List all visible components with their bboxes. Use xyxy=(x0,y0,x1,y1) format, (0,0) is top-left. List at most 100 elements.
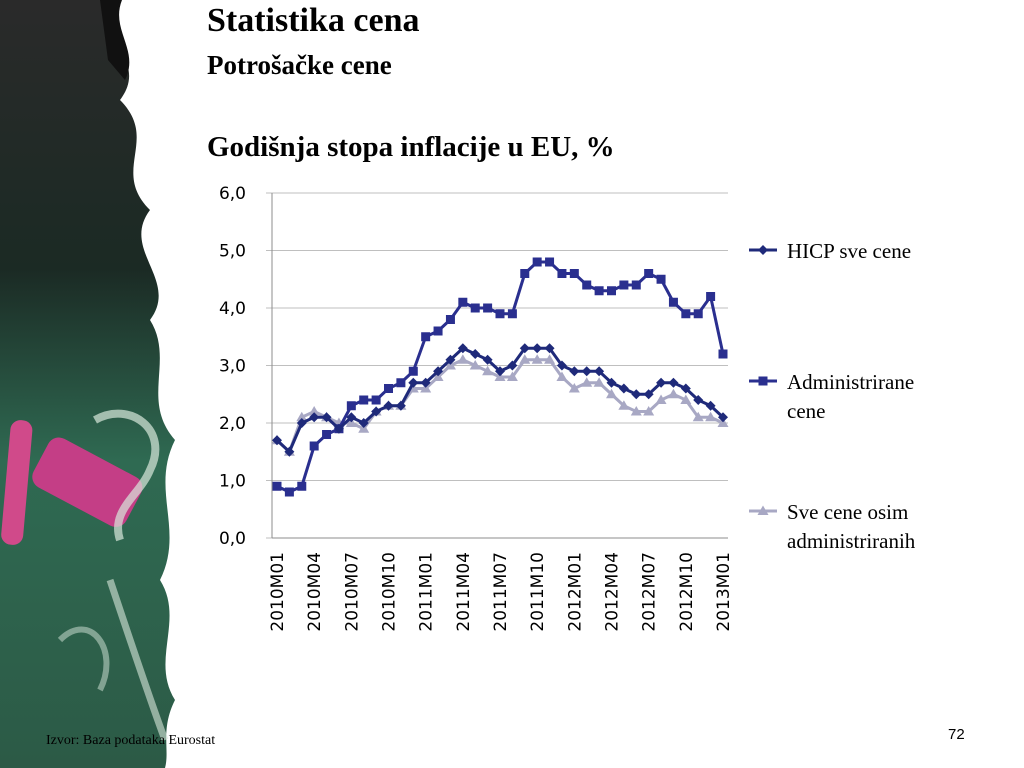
x-tick-label: 2012M04 xyxy=(603,552,623,632)
x-tick-label: 2011M10 xyxy=(528,552,548,632)
series-point-triangle xyxy=(593,377,605,387)
series-point-triangle xyxy=(556,371,568,381)
x-tick-label: 2012M07 xyxy=(640,552,660,632)
x-tick-label: 2013M01 xyxy=(714,552,734,632)
series-point-square xyxy=(644,269,654,278)
x-tick-label: 2011M04 xyxy=(454,552,474,632)
series-point-triangle xyxy=(506,371,518,381)
series-point-diamond xyxy=(594,366,605,377)
series-point-triangle xyxy=(643,406,655,416)
source-note: Izvor: Baza podataka Eurostat xyxy=(46,733,216,748)
series-point-square xyxy=(272,481,282,491)
series-point-triangle xyxy=(519,354,531,364)
series-point-square xyxy=(371,395,381,405)
series-point-triangle xyxy=(680,394,692,404)
x-tick-label: 2011M01 xyxy=(417,552,437,632)
series-point-square xyxy=(396,378,406,388)
series-point-triangle xyxy=(482,365,494,376)
x-tick-label: 2010M01 xyxy=(268,552,288,632)
series-point-diamond xyxy=(631,389,642,400)
series-point-square xyxy=(520,269,530,278)
series-point-square xyxy=(507,309,517,319)
series-point-diamond xyxy=(272,435,282,446)
series-point-square xyxy=(445,315,455,324)
series-point-square xyxy=(693,309,703,319)
series-point-square xyxy=(483,303,493,313)
series-point-diamond xyxy=(705,400,716,411)
x-tick-label: 2010M10 xyxy=(380,552,400,632)
page-number: 72 xyxy=(948,726,965,743)
series-point-square xyxy=(470,303,480,313)
series-point-triangle xyxy=(531,354,543,364)
series-point-triangle xyxy=(296,411,308,422)
series-point-diamond xyxy=(321,412,332,423)
series-point-triangle xyxy=(469,360,481,370)
y-tick-label: 0,0 xyxy=(219,529,246,549)
series-point-square xyxy=(421,332,431,342)
y-tick-label: 1,0 xyxy=(219,472,246,492)
legend-label: Sve cene osim xyxy=(787,500,908,524)
series-point-diamond xyxy=(680,383,691,394)
series-point-triangle xyxy=(568,383,580,393)
series-point-square xyxy=(631,280,641,290)
series-point-square xyxy=(309,441,319,451)
legend-label: cene xyxy=(787,399,825,423)
series-point-square xyxy=(458,297,468,307)
series-point-diamond xyxy=(656,377,667,388)
legend-marker xyxy=(758,245,768,255)
series-point-square xyxy=(408,366,418,376)
series-point-diamond xyxy=(718,412,728,423)
series-point-square xyxy=(557,269,567,278)
legend-marker xyxy=(757,505,769,515)
series-point-diamond xyxy=(482,354,493,365)
series-point-diamond xyxy=(420,377,431,388)
series-point-square xyxy=(569,269,579,278)
series-point-triangle xyxy=(606,388,617,399)
series-point-diamond xyxy=(358,418,369,428)
series-point-triangle xyxy=(618,400,630,410)
series-point-triangle xyxy=(692,411,704,422)
series-point-diamond xyxy=(284,446,295,457)
y-tick-label: 2,0 xyxy=(219,414,246,434)
series-point-triangle xyxy=(705,411,717,422)
series-point-diamond xyxy=(544,343,555,354)
y-tick-label: 5,0 xyxy=(219,242,246,262)
series-point-diamond xyxy=(333,423,344,434)
x-tick-label: 2012M10 xyxy=(677,552,697,632)
series-point-diamond xyxy=(532,343,543,354)
series-point-diamond xyxy=(507,360,518,371)
series-point-square xyxy=(607,286,616,296)
legend-label: administriranih xyxy=(787,529,916,553)
series-point-square xyxy=(433,326,443,336)
series-point-square xyxy=(582,280,592,290)
series-point-triangle xyxy=(667,388,679,399)
series-point-square xyxy=(495,309,505,319)
series-point-square xyxy=(594,286,604,296)
series-point-triangle xyxy=(581,377,593,387)
series-point-square xyxy=(359,395,369,405)
series-point-diamond xyxy=(346,412,357,423)
series-point-diamond xyxy=(433,366,444,377)
series-point-diamond xyxy=(569,366,580,377)
chalkboard-decoration xyxy=(0,0,175,768)
slide-title: Statistika cena xyxy=(207,2,420,39)
series-point-square xyxy=(718,349,728,359)
x-tick-label: 2010M04 xyxy=(305,552,325,632)
series-point-diamond xyxy=(556,360,567,371)
series-point-diamond xyxy=(408,377,419,388)
series-point-diamond xyxy=(383,400,394,411)
series-point-square xyxy=(545,257,555,267)
chart-title: Godišnja stopa inflacije u EU, % xyxy=(207,131,615,163)
series-line-diamond xyxy=(275,346,725,454)
y-tick-label: 3,0 xyxy=(219,357,246,377)
y-tick-label: 6,0 xyxy=(219,184,246,204)
series-point-square xyxy=(656,274,666,284)
series-point-diamond xyxy=(457,343,468,354)
series-point-square xyxy=(384,384,393,393)
series-point-diamond xyxy=(309,412,320,423)
series-point-square xyxy=(668,297,678,307)
series-point-triangle xyxy=(630,406,642,416)
series-point-triangle xyxy=(457,354,469,364)
slide-subtitle: Potrošačke cene xyxy=(207,50,392,80)
series-point-square xyxy=(322,430,332,439)
